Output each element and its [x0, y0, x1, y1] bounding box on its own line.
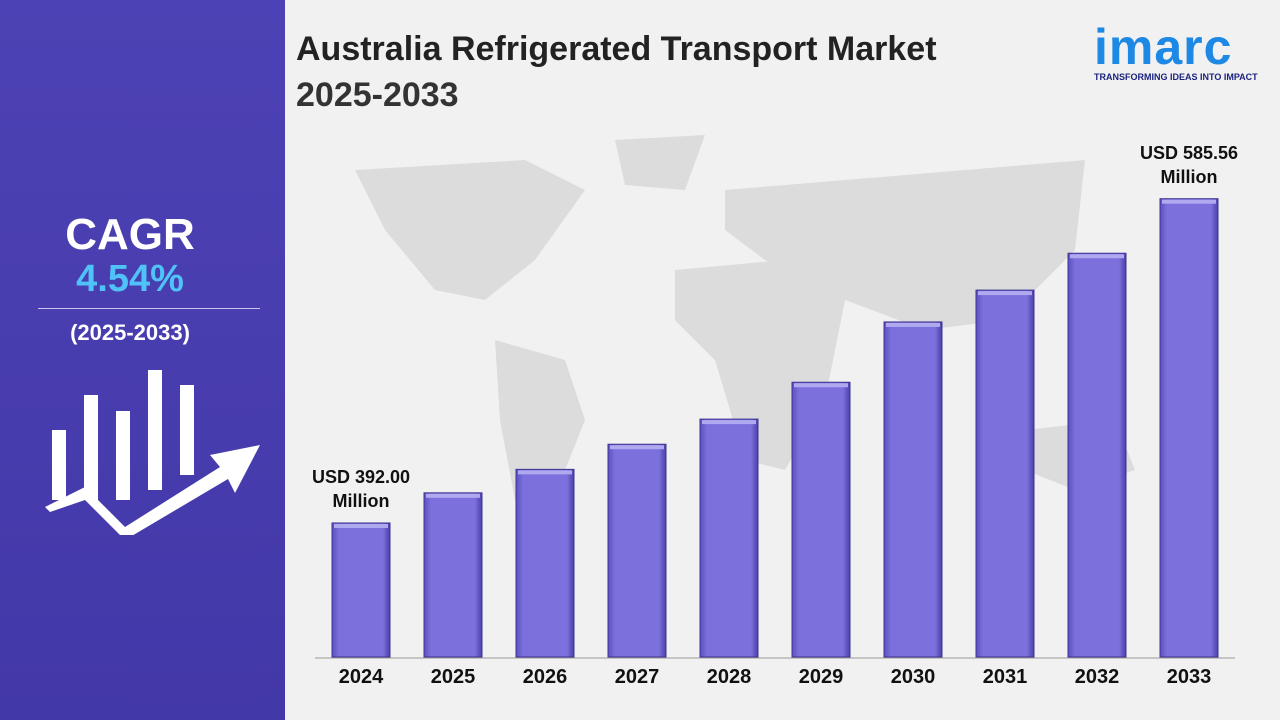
logo-tagline: TRANSFORMING IDEAS INTO IMPACT — [1094, 72, 1258, 82]
separator — [38, 308, 260, 309]
growth-icon — [45, 370, 260, 535]
bar-highlight — [702, 420, 756, 425]
x-tick-label: 2024 — [339, 666, 384, 688]
cagr-value: 4.54% — [76, 258, 184, 300]
x-tick-label: 2029 — [799, 666, 844, 688]
bar — [699, 418, 759, 658]
bar — [1159, 198, 1219, 658]
x-tick-label: 2032 — [1075, 666, 1120, 688]
bar — [423, 492, 483, 658]
chart-title: Australia Refrigerated Transport Market — [296, 30, 937, 68]
x-tick-label: 2033 — [1167, 666, 1212, 688]
x-tick-label: 2026 — [523, 666, 568, 688]
bar — [515, 468, 575, 658]
bar-highlight — [334, 523, 388, 528]
chart-subtitle: 2025-2033 — [296, 76, 459, 114]
bar — [607, 443, 667, 658]
x-tick-label: 2027 — [615, 666, 660, 688]
value-label: USD 392.00 Million — [311, 466, 411, 511]
x-tick-label: 2030 — [891, 666, 936, 688]
bar-highlight — [426, 493, 480, 498]
bar-highlight — [610, 445, 664, 450]
bar-highlight — [886, 322, 940, 327]
bar — [791, 381, 851, 658]
bar-highlight — [794, 383, 848, 388]
cagr-period: (2025-2033) — [70, 320, 190, 345]
x-tick-label: 2025 — [431, 666, 476, 688]
bar — [1067, 252, 1127, 658]
sidebar: CAGR 4.54% (2025-2033) — [0, 0, 285, 720]
bar — [883, 321, 943, 658]
x-tick-label: 2031 — [983, 666, 1028, 688]
bar — [331, 522, 391, 658]
x-tick-label: 2028 — [707, 666, 752, 688]
cagr-label: CAGR — [65, 210, 195, 259]
bar-highlight — [978, 291, 1032, 296]
bar-highlight — [518, 470, 572, 475]
value-label: USD 585.56 Million — [1139, 142, 1239, 187]
bar — [975, 289, 1035, 658]
bar-highlight — [1162, 199, 1216, 204]
bar-highlight — [1070, 254, 1124, 259]
logo: imarc — [1094, 19, 1233, 75]
world-map — [355, 135, 1135, 520]
